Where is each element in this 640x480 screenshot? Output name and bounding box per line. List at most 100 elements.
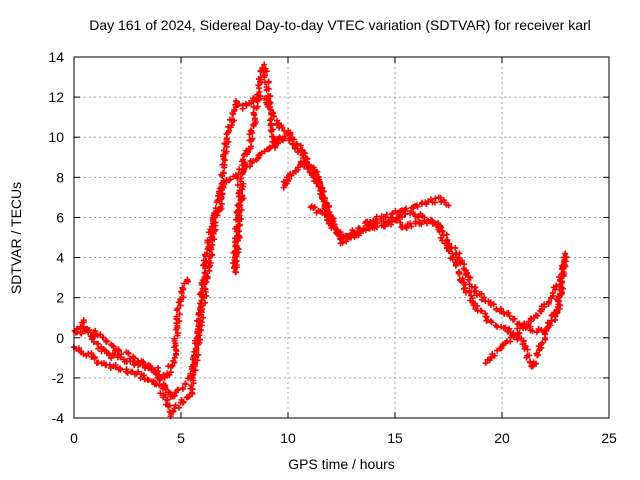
data-point: [116, 347, 123, 354]
data-point: [266, 93, 273, 100]
data-point: [147, 363, 154, 370]
data-point: [397, 219, 404, 226]
data-point: [531, 314, 538, 321]
data-point: [86, 326, 93, 333]
data-point: [230, 110, 237, 117]
data-point: [490, 301, 497, 308]
data-point: [91, 354, 98, 361]
data-point: [193, 345, 200, 352]
axis-ticks: 0 5 10 15 20 25 -4 -2 0 2 4 6 8 10 12 14: [48, 49, 617, 446]
data-point: [250, 110, 257, 117]
data-point: [174, 322, 181, 329]
data-point: [236, 100, 243, 107]
data-point: [179, 385, 186, 392]
x-tick-label: 10: [280, 430, 296, 446]
data-point: [272, 144, 279, 151]
data-point: [195, 323, 202, 330]
data-point: [436, 228, 443, 235]
data-point: [456, 250, 463, 257]
data-point: [112, 364, 119, 371]
data-point: [238, 206, 245, 213]
data-point: [510, 315, 517, 322]
y-axis-label: SDTVAR / TECUs: [8, 181, 24, 295]
data-point: [239, 105, 246, 112]
data-point: [558, 285, 565, 292]
data-point: [290, 136, 297, 143]
data-point: [184, 276, 191, 283]
data-point: [220, 147, 227, 154]
data-point: [431, 199, 438, 206]
data-point: [488, 319, 495, 326]
y-tick-label: 4: [56, 250, 64, 266]
data-point: [301, 163, 308, 170]
data-point: [124, 369, 131, 376]
data-point: [182, 381, 189, 388]
series-track-4: [230, 61, 284, 276]
data-point: [466, 289, 473, 296]
data-point: [95, 359, 102, 366]
data-point: [238, 215, 245, 222]
data-point: [293, 141, 300, 148]
data-point: [331, 223, 338, 230]
data-point: [173, 347, 180, 354]
data-point: [322, 211, 329, 218]
y-tick-label: 8: [56, 169, 64, 185]
data-point: [175, 404, 182, 411]
data-point: [171, 354, 178, 361]
data-point: [545, 298, 552, 305]
x-tick-label: 20: [494, 430, 510, 446]
data-point: [452, 262, 459, 269]
data-point: [237, 175, 244, 182]
y-tick-label: -4: [52, 410, 65, 426]
data-point: [526, 352, 533, 359]
data-point: [325, 204, 332, 211]
data-point: [209, 227, 216, 234]
series-track-3: [72, 276, 192, 381]
data-point: [140, 372, 147, 379]
data-point: [509, 331, 516, 338]
data-point: [506, 325, 513, 332]
data-point: [276, 134, 283, 141]
data-point: [381, 223, 388, 230]
data-point: [310, 167, 317, 174]
data-point: [83, 352, 90, 359]
data-point: [482, 310, 489, 317]
data-point: [402, 205, 409, 212]
data-point: [173, 313, 180, 320]
data-point: [443, 237, 450, 244]
data-points: [70, 61, 570, 420]
data-point: [556, 302, 563, 309]
data-point: [268, 121, 275, 128]
data-point: [477, 307, 484, 314]
data-point: [148, 366, 155, 373]
data-point: [145, 376, 152, 383]
data-point: [90, 338, 97, 345]
data-point: [232, 254, 239, 261]
data-point: [149, 367, 156, 374]
data-point: [155, 368, 162, 375]
series-track-2: [70, 132, 570, 420]
data-point: [514, 336, 521, 343]
data-point: [236, 234, 243, 241]
data-point: [200, 314, 207, 321]
data-point: [169, 362, 176, 369]
data-point: [205, 257, 212, 264]
data-point: [235, 202, 242, 209]
data-point: [280, 184, 287, 191]
data-point: [539, 339, 546, 346]
data-point: [320, 188, 327, 195]
data-point: [226, 127, 233, 134]
data-point: [266, 104, 273, 111]
data-point: [524, 346, 531, 353]
data-point: [407, 220, 414, 227]
data-point: [265, 79, 272, 86]
data-point: [246, 163, 253, 170]
data-point: [165, 403, 172, 410]
data-point: [389, 218, 396, 225]
data-point: [274, 139, 281, 146]
data-point: [135, 368, 142, 375]
data-point: [180, 294, 187, 301]
data-point: [160, 385, 167, 392]
data-point: [234, 264, 241, 271]
data-point: [239, 192, 246, 199]
